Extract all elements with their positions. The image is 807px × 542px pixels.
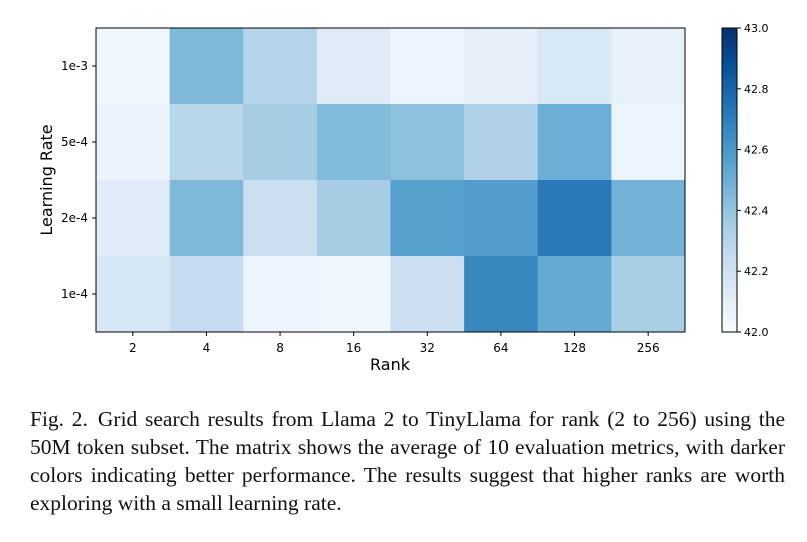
heatmap-cell [537,256,612,333]
heatmap-cell [243,180,318,257]
heatmap-cell [611,180,686,257]
heatmap-cell [537,104,612,181]
heatmap-cell [316,104,391,181]
x-tick-label: 256 [637,341,660,355]
heatmap-cell [316,180,391,257]
heatmap-cell [390,104,465,181]
heatmap-cell [611,28,686,105]
heatmap-cell [243,256,318,333]
heatmap-cell [537,180,612,257]
x-tick-label: 32 [420,341,435,355]
heatmap-cell [96,104,171,181]
heatmap-cell [464,104,539,181]
y-tick-label: 1e-4 [61,287,88,301]
heatmap-cell [96,256,171,333]
heatmap-cell [243,104,318,181]
colorbar-tick-label: 42.2 [744,265,769,278]
heatmap-figure: 2 4 8 16 32 64 128 256 1e-3 5e-4 2e-4 1e-4 Rank Le… [37,22,769,374]
figure-caption: Fig. 2. Grid search results from Llama 2 … [30,405,785,517]
heatmap-cell [464,28,539,105]
heatmap-cell [169,104,244,181]
x-tick-label: 64 [493,341,508,355]
y-tick-label: 5e-4 [61,135,88,149]
plot-frame [95,27,686,333]
x-axis-label: Rank [370,355,411,374]
heatmap-cell [169,256,244,333]
y-axis-ticks: 1e-3 5e-4 2e-4 1e-4 [61,59,96,301]
x-tick-label: 16 [346,341,361,355]
heatmap-cell [316,256,391,333]
colorbar-tick-label: 42.4 [744,204,769,217]
heatmap-cell [96,28,171,105]
heatmap-cell [537,28,612,105]
heatmap-cell [169,28,244,105]
colorbar [721,27,738,333]
heatmap-cell [464,256,539,333]
colorbar-tick-label: 42.8 [744,83,769,96]
heatmap-cell [611,104,686,181]
x-tick-label: 4 [203,341,211,355]
heatmap-cell [390,180,465,257]
caption-text: Grid search results from Llama 2 to Tiny… [30,407,785,515]
colorbar-tick-label: 42.0 [744,326,769,339]
heatmap-cell [390,28,465,105]
y-axis-label: Learning Rate [37,124,56,235]
y-tick-label: 2e-4 [61,211,88,225]
colorbar-tick-label: 43.0 [744,22,769,35]
colorbar-tick-label: 42.6 [744,144,769,157]
heatmap-cell [96,180,171,257]
heatmap-cell [390,256,465,333]
x-axis-ticks: 2 4 8 16 32 64 128 256 [129,332,660,355]
heatmap-cell [169,180,244,257]
x-tick-label: 2 [129,341,137,355]
heatmap-cell [611,256,686,333]
x-tick-label: 128 [563,341,586,355]
colorbar-ticks: 42.0 42.2 42.4 42.6 42.8 43.0 [737,22,769,339]
heatmap-cell [464,180,539,257]
heatmap-cells [96,28,686,333]
caption-label: Fig. 2. [30,407,88,431]
y-tick-label: 1e-3 [61,59,88,73]
x-tick-label: 8 [276,341,284,355]
heatmap-cell [243,28,318,105]
heatmap-cell [316,28,391,105]
